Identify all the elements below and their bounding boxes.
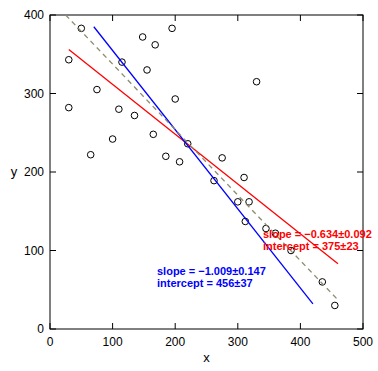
point xyxy=(169,25,176,32)
x-tick-label: 300 xyxy=(228,335,248,349)
x-tick xyxy=(112,323,113,329)
point xyxy=(144,67,151,74)
x-tick-label: 500 xyxy=(353,335,373,349)
annotation: slope = −0.634±0.092 xyxy=(263,228,372,240)
point xyxy=(94,86,101,93)
x-tick-top xyxy=(175,15,176,21)
point xyxy=(131,112,138,119)
y-tick xyxy=(50,93,56,94)
point xyxy=(253,78,260,85)
y-tick-label: 100 xyxy=(24,244,44,258)
point xyxy=(152,42,159,49)
annotation: slope = −1.009±0.147 xyxy=(157,265,266,277)
plot-area xyxy=(65,15,338,309)
y-tick-right xyxy=(357,93,363,94)
point xyxy=(163,153,170,160)
x-tick xyxy=(300,323,301,329)
y-axis-label: y xyxy=(11,164,18,179)
x-tick-label: 200 xyxy=(165,335,185,349)
x-axis-label: x xyxy=(203,350,210,365)
chart: 0 100 200 300 400 500 0 100 200 300 400 x y slope = −… xyxy=(0,0,378,371)
x-tick xyxy=(237,323,238,329)
point xyxy=(219,155,226,162)
annotation: intercept = 375±23 xyxy=(263,240,359,252)
x-tick-top xyxy=(300,15,301,21)
fit-line xyxy=(94,27,313,304)
y-tick-label: 400 xyxy=(24,8,44,22)
point xyxy=(241,174,248,181)
point xyxy=(65,104,72,111)
x-tick xyxy=(363,323,364,329)
y-tick-label: 300 xyxy=(24,87,44,101)
point xyxy=(139,34,146,41)
y-tick xyxy=(50,15,56,16)
x-tick xyxy=(50,323,51,329)
fit-line xyxy=(66,15,338,300)
y-tick-label: 200 xyxy=(24,165,44,179)
x-tick-top xyxy=(50,15,51,21)
point xyxy=(87,151,94,158)
point xyxy=(109,136,116,143)
x-tick-top xyxy=(237,15,238,21)
x-tick-top xyxy=(112,15,113,21)
point xyxy=(150,131,157,138)
y-tick-label: 0 xyxy=(37,322,44,336)
point xyxy=(332,302,339,309)
x-tick-label: 0 xyxy=(47,335,54,349)
y-tick-right xyxy=(357,172,363,173)
y-tick xyxy=(50,250,56,251)
point xyxy=(235,199,242,206)
point xyxy=(65,56,72,63)
x-tick-top xyxy=(363,15,364,21)
annotation: intercept = 456±37 xyxy=(157,277,253,289)
y-tick-right xyxy=(357,15,363,16)
point xyxy=(116,106,123,113)
x-tick-label: 400 xyxy=(290,335,310,349)
y-tick xyxy=(50,172,56,173)
x-tick-label: 100 xyxy=(103,335,123,349)
x-tick xyxy=(175,323,176,329)
point xyxy=(176,158,183,165)
point xyxy=(172,96,179,103)
y-tick-right xyxy=(357,329,363,330)
y-tick xyxy=(50,329,56,330)
plot-frame xyxy=(50,15,363,329)
